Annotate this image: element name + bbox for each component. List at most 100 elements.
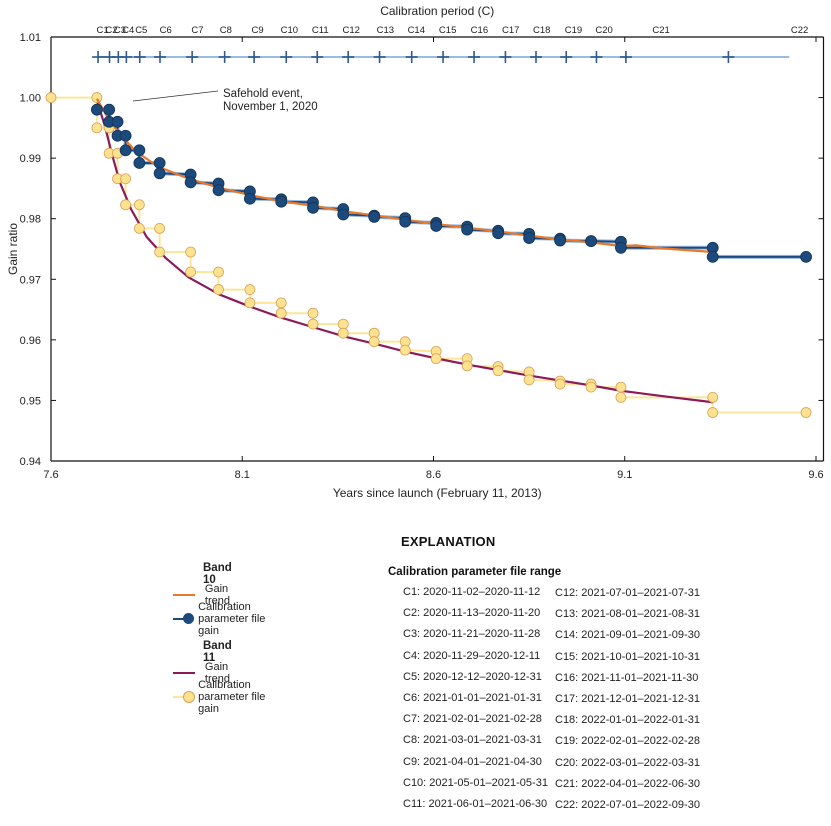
y-tick-label: 1.01 (20, 32, 41, 44)
calibration-range-item: C8: 2021-03-01–2021-03-31 (403, 734, 542, 747)
band11-gain-point (213, 266, 224, 278)
band11-gain-point (120, 173, 131, 185)
legend-band11-trend: Gain trend (173, 661, 240, 685)
calibration-range-item: C10: 2021-05-01–2021-05-31 (403, 776, 548, 789)
calibration-period-label: C7 (191, 25, 203, 36)
band10-gain-point (706, 250, 719, 263)
legend-band11-gain: Calibration parameter file gain (173, 679, 268, 715)
calibration-period-label: C6 (160, 25, 172, 36)
band10-gain-point (492, 227, 505, 240)
calibration-period-label: C15 (439, 25, 456, 36)
y-tick-label: 0.97 (20, 274, 41, 286)
x-tick-label: 8.6 (426, 469, 441, 481)
calibration-range-item: C7: 2021-02-01–2021-02-28 (403, 713, 542, 726)
explanation-title: EXPLANATION (401, 534, 496, 549)
calibration-period-label: C8 (220, 25, 232, 36)
calibration-range-item: C19: 2022-02-01–2022-02-28 (555, 735, 700, 748)
band11-gain-point (91, 122, 103, 134)
y-tick-label: 0.98 (20, 214, 41, 226)
calibration-period-label: C11 (312, 25, 329, 36)
calibration-range-item: C17: 2021-12-01–2021-12-31 (555, 693, 700, 706)
calibration-range-item: C12: 2021-07-01–2021-07-31 (555, 587, 700, 599)
calibration-range-item: C13: 2021-08-01–2021-08-31 (555, 608, 700, 621)
band10-gain-point (585, 235, 597, 248)
calibration-ranges-col1: C1: 2020-11-02–2020-11-12 C2: 2020-11-13–… (403, 582, 548, 815)
safehold-leader-line (132, 90, 219, 102)
band10-gain-point (399, 215, 412, 228)
band11-gain-point (213, 284, 224, 295)
calibration-period-label: C16 (471, 25, 488, 36)
band11-gain-point (185, 266, 197, 278)
band11-gain-point (133, 223, 145, 234)
band10-gain-point (800, 250, 812, 263)
calibration-range-item: C16: 2021-11-01–2021-11-30 (555, 671, 699, 684)
x-tick-label: 9.6 (808, 469, 823, 481)
legend-label: Calibration parameter file gain (198, 601, 266, 637)
legend-band11-title: Band 11 (203, 640, 232, 664)
x-tick-label: 8.1 (235, 469, 250, 481)
band10-gain-point (119, 144, 132, 157)
band10-gain-point (461, 223, 474, 236)
calibration-range-item: C14: 2021-09-01–2021-09-30 (555, 629, 700, 642)
orange-line-icon (173, 589, 195, 601)
calibration-ranges-col2: C12: 2021-07-01–2021-07-31 C13: 2021-08-0… (555, 583, 700, 816)
legend-band10-gain: Calibration parameter file gain (173, 601, 268, 637)
band10-gain-point (153, 167, 166, 180)
band10-gain-point (243, 192, 256, 205)
calibration-range-item: C20: 2022-03-01–2022-03-31 (555, 756, 700, 769)
band10-gain-point (212, 184, 225, 197)
safehold-annotation-line1: Safehold event, (223, 88, 303, 100)
band11-gain-point (707, 391, 719, 403)
calibration-range-item: C5: 2020-12-12–2020-12-31 (403, 670, 542, 683)
calibration-period-label: C2 (105, 25, 117, 36)
band11-gain-point (337, 327, 349, 339)
calibration-period-label: C19 (565, 25, 582, 36)
band11-gain-point (244, 284, 256, 295)
band11-gain-point (120, 199, 131, 211)
band11-gain-point (91, 92, 103, 103)
calibration-range-item: C22: 2022-07-01–2022-09-30 (555, 799, 700, 812)
band10-gain-point (554, 234, 567, 247)
band11-gain-point (554, 378, 566, 390)
band11-gain-point (430, 353, 442, 365)
y-tick-label: 1.00 (20, 93, 41, 105)
calibration-range-item: C2: 2020-11-13–2020-11-20 (403, 607, 541, 620)
band11-gain-point (615, 381, 627, 393)
band10-gain-point (337, 208, 350, 221)
band11-gain-point (615, 391, 627, 403)
band11-gain-point (523, 374, 535, 386)
calibration-range-item: C15: 2021-10-01–2021-10-31 (555, 650, 700, 663)
calibration-period-label: C5 (135, 25, 147, 36)
calibration-period-label: C10 (281, 25, 298, 36)
band10-gain-point (133, 157, 146, 169)
maroon-line-icon (173, 667, 195, 679)
band11-gain-point (307, 307, 319, 319)
band10-gain-point (430, 220, 443, 232)
calibration-period-label: C17 (502, 25, 519, 36)
band10-gain-point (133, 144, 146, 157)
blue-circle-line-icon (173, 613, 194, 625)
band11-gain-point (399, 344, 411, 356)
y-tick-label: 0.94 (20, 456, 41, 468)
band11-gain-point (492, 365, 504, 377)
gain-ratio-chart: 7.6 8.1 8.6 9.1 9.6 0.94 0.95 0.96 0.97 0.98 0.99 1… (6, 4, 825, 500)
band10-gain-point (91, 103, 103, 116)
band11-gain-point (707, 407, 719, 418)
calibration-range-title: Calibration parameter file range (388, 566, 562, 578)
top-axis-title: Calibration period (C) (380, 4, 494, 18)
calibration-range-item: C11: 2021-06-01–2021-06-30 (403, 798, 548, 811)
band11-gain-point (275, 307, 287, 319)
safehold-annotation-line2: November 1, 2020 (223, 101, 318, 113)
y-axis-title: Gain ratio (6, 223, 20, 275)
band11-gain-point (585, 381, 597, 393)
calibration-period-label: C22 (791, 25, 808, 36)
legend-label: Gain trend (204, 583, 230, 607)
calibration-period-label: C18 (533, 25, 550, 36)
band11-gain-point (307, 318, 319, 330)
yellow-circle-line-icon (173, 691, 195, 703)
x-tick-label: 9.1 (617, 469, 632, 481)
band11-gain-point (275, 297, 287, 309)
calibration-range-item: C4: 2020-11-29–2020-12-11 (403, 649, 541, 662)
y-tick-label: 0.99 (20, 153, 41, 165)
band11-gain-point (337, 318, 349, 330)
